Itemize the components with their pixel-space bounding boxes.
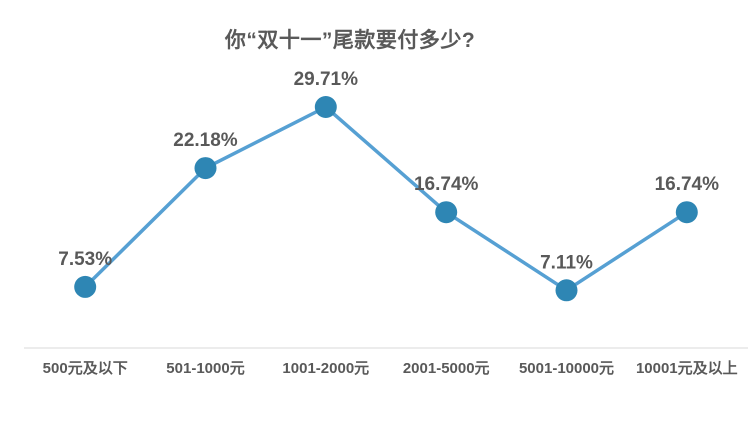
- x-axis-label: 501-1000元: [166, 360, 244, 377]
- data-point-marker: [675, 201, 698, 224]
- x-axis-label: 2001-5000元: [403, 360, 490, 377]
- x-axis-label: 5001-10000元: [519, 360, 614, 377]
- x-axis-label: 10001元及以上: [636, 360, 738, 377]
- data-label: 7.53%: [58, 249, 112, 270]
- data-point-marker: [314, 96, 337, 118]
- chart-title: 你“双十一”尾款要付多少?: [224, 29, 476, 52]
- data-label: 29.71%: [294, 69, 359, 90]
- data-point-marker: [435, 201, 458, 224]
- data-point-marker: [555, 279, 578, 302]
- x-axis-label: 500元及以下: [43, 360, 128, 377]
- x-axis-label: 1001-2000元: [282, 360, 369, 377]
- data-point-marker: [194, 157, 217, 180]
- series-line: [83, 105, 689, 293]
- data-label: 7.11%: [540, 252, 593, 273]
- data-label: 22.18%: [173, 130, 238, 151]
- data-label: 16.74%: [414, 174, 479, 195]
- data-label: 16.74%: [655, 174, 720, 195]
- data-point-marker: [74, 275, 97, 298]
